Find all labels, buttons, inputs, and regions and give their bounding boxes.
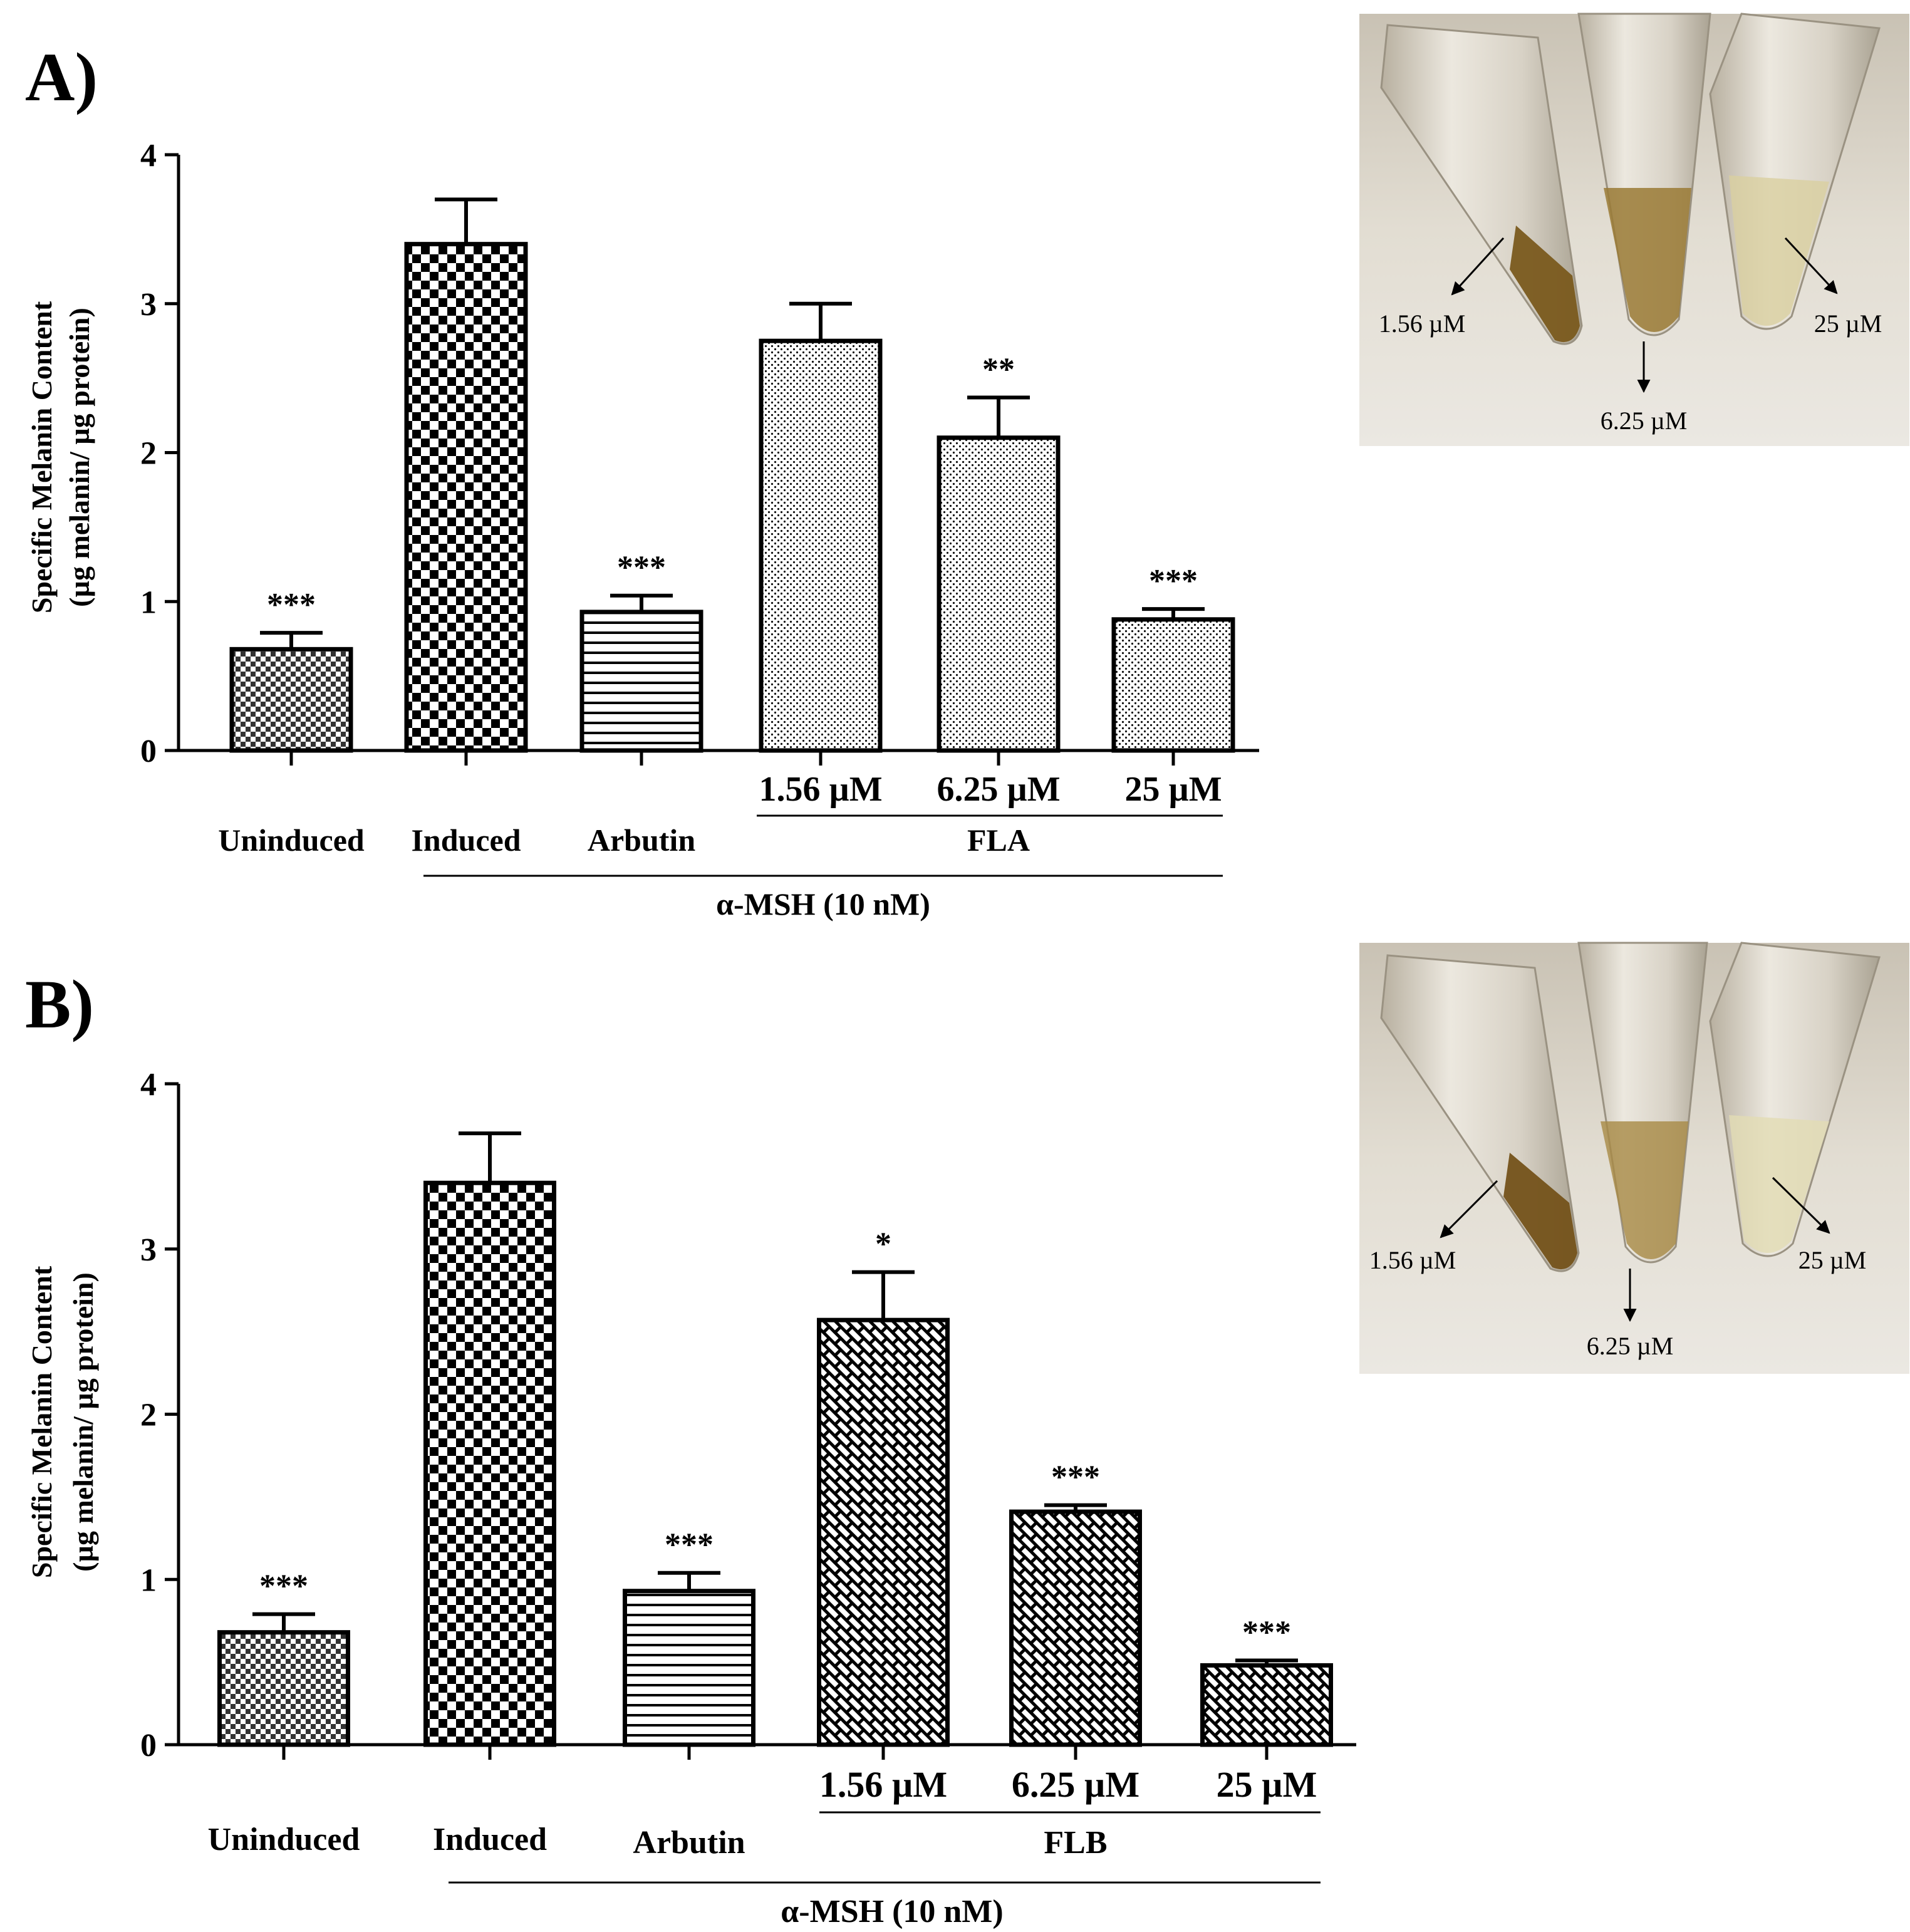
chart-a-ytick-label-0: 0 <box>140 734 157 769</box>
chart-b-bar-2 <box>623 1589 755 1747</box>
photo-b-liquid-1 <box>1503 1153 1577 1270</box>
chart-b-significance-4: *** <box>1051 1460 1100 1495</box>
chart-b-compound-label: FLB <box>1044 1825 1107 1861</box>
chart-b-bar-5 <box>1200 1663 1333 1747</box>
photo-a-liquid-3 <box>1729 175 1829 326</box>
chart-a-ylabel-line1: Specific Melanin Content <box>26 301 58 613</box>
chart-b-cat-label-4: 6.25 µM <box>1012 1764 1139 1805</box>
photo-a-tube-1 <box>1380 24 1583 345</box>
photo-a-label-1: 1.56 µM <box>1379 309 1466 338</box>
photo-a: 1.56 µM 6.25 µM 25 µM <box>1359 13 1909 446</box>
photo-a-liquid-1 <box>1510 226 1580 343</box>
photo-a-tube-3 <box>1709 13 1881 330</box>
panel-b-letter: B) <box>25 966 94 1042</box>
chart-b: Specific Melanin Content (µg melanin/ µg… <box>26 1067 1356 1929</box>
photo-a-label-3: 25 µM <box>1814 309 1882 338</box>
chart-a-ytick-label-1: 1 <box>140 584 157 620</box>
panel-b: B) Specific Melanin Content (µg melanin/… <box>25 942 1909 1929</box>
chart-a-cat-label-0: Uninduced <box>218 823 365 858</box>
panel-a: A) Specific Melanin Content (µg melanin/… <box>25 13 1909 922</box>
photo-b: 1.56 µM 6.25 µM 25 µM <box>1359 942 1909 1374</box>
photo-a-label-2: 6.25 µM <box>1601 407 1688 435</box>
panel-a-letter: A) <box>25 39 98 115</box>
chart-a-bar-1 <box>404 242 528 753</box>
photo-b-label-3: 25 µM <box>1798 1246 1867 1274</box>
photo-b-arrow-3 <box>1772 1176 1830 1234</box>
chart-b-cat-label-3: 1.56 µM <box>819 1764 947 1805</box>
chart-b-ytick-label-2: 2 <box>140 1398 157 1433</box>
chart-b-ylabel-line1: Specific Melanin Content <box>26 1265 58 1578</box>
chart-a-significance-0: *** <box>267 587 316 623</box>
photo-b-tube-2 <box>1577 942 1708 1264</box>
photo-a-arrow-3 <box>1784 237 1838 294</box>
chart-a-compound-label: FLA <box>967 823 1030 858</box>
chart-a: Specific Melanin Content (µg melanin/ µg… <box>26 138 1259 922</box>
chart-b-bar-3 <box>817 1317 950 1747</box>
photo-b-tube-1 <box>1380 954 1580 1272</box>
photo-b-label-2: 6.25 µM <box>1587 1332 1674 1360</box>
photo-b-label-1: 1.56 µM <box>1369 1246 1456 1274</box>
chart-b-bar-4 <box>1009 1509 1142 1747</box>
chart-a-significance-5: *** <box>1149 563 1198 599</box>
chart-a-ytick-label-2: 2 <box>140 436 157 472</box>
chart-a-ytick-label-4: 4 <box>140 138 157 174</box>
chart-a-cat-label-4: 6.25 µM <box>937 770 1060 809</box>
chart-b-cat-label-0: Uninduced <box>208 1822 360 1857</box>
chart-b-cat-label-2: Arbutin <box>633 1825 745 1861</box>
chart-b-ylabel-line2: (µg melanin/ µg protein) <box>67 1272 99 1572</box>
chart-b-bar-1 <box>423 1180 556 1747</box>
chart-b-ytick-label-0: 0 <box>140 1728 157 1763</box>
chart-a-bar-4 <box>937 435 1061 753</box>
chart-a-significance-4: ** <box>982 352 1015 388</box>
chart-a-bar-0 <box>229 647 353 753</box>
chart-b-ytick-label-3: 3 <box>140 1232 157 1268</box>
chart-b-significance-2: *** <box>665 1527 714 1563</box>
chart-a-cat-label-1: Induced <box>411 823 521 858</box>
chart-b-treatment-label: α-MSH (10 nM) <box>781 1894 1003 1929</box>
chart-a-significance-2: *** <box>617 550 666 586</box>
photo-a-liquid-2 <box>1604 188 1691 332</box>
photo-a-arrow-1 <box>1451 237 1505 296</box>
chart-b-cat-label-1: Induced <box>433 1822 547 1857</box>
chart-a-bar-5 <box>1111 617 1235 753</box>
chart-b-cat-label-5: 25 µM <box>1217 1764 1317 1805</box>
photo-b-arrow-1 <box>1440 1180 1498 1239</box>
chart-a-cat-label-5: 25 µM <box>1124 770 1222 809</box>
chart-b-significance-5: *** <box>1242 1614 1291 1650</box>
chart-a-treatment-label: α-MSH (10 nM) <box>716 886 930 922</box>
chart-a-cat-label-3: 1.56 µM <box>759 770 882 809</box>
chart-b-significance-0: *** <box>259 1569 308 1604</box>
chart-b-ytick-label-1: 1 <box>140 1562 157 1598</box>
photo-a-tube-2 <box>1577 13 1711 336</box>
chart-a-ytick-label-3: 3 <box>140 287 157 323</box>
chart-a-bar-3 <box>759 338 883 753</box>
chart-a-cat-label-2: Arbutin <box>588 823 695 858</box>
chart-a-ylabel-line2: (µg melanin/ µg protein) <box>63 308 95 607</box>
chart-a-bar-2 <box>579 610 703 753</box>
chart-b-ytick-label-4: 4 <box>140 1067 157 1103</box>
chart-b-bar-0 <box>217 1630 350 1747</box>
chart-b-significance-3: * <box>875 1227 891 1262</box>
photo-b-liquid-2 <box>1601 1121 1688 1259</box>
